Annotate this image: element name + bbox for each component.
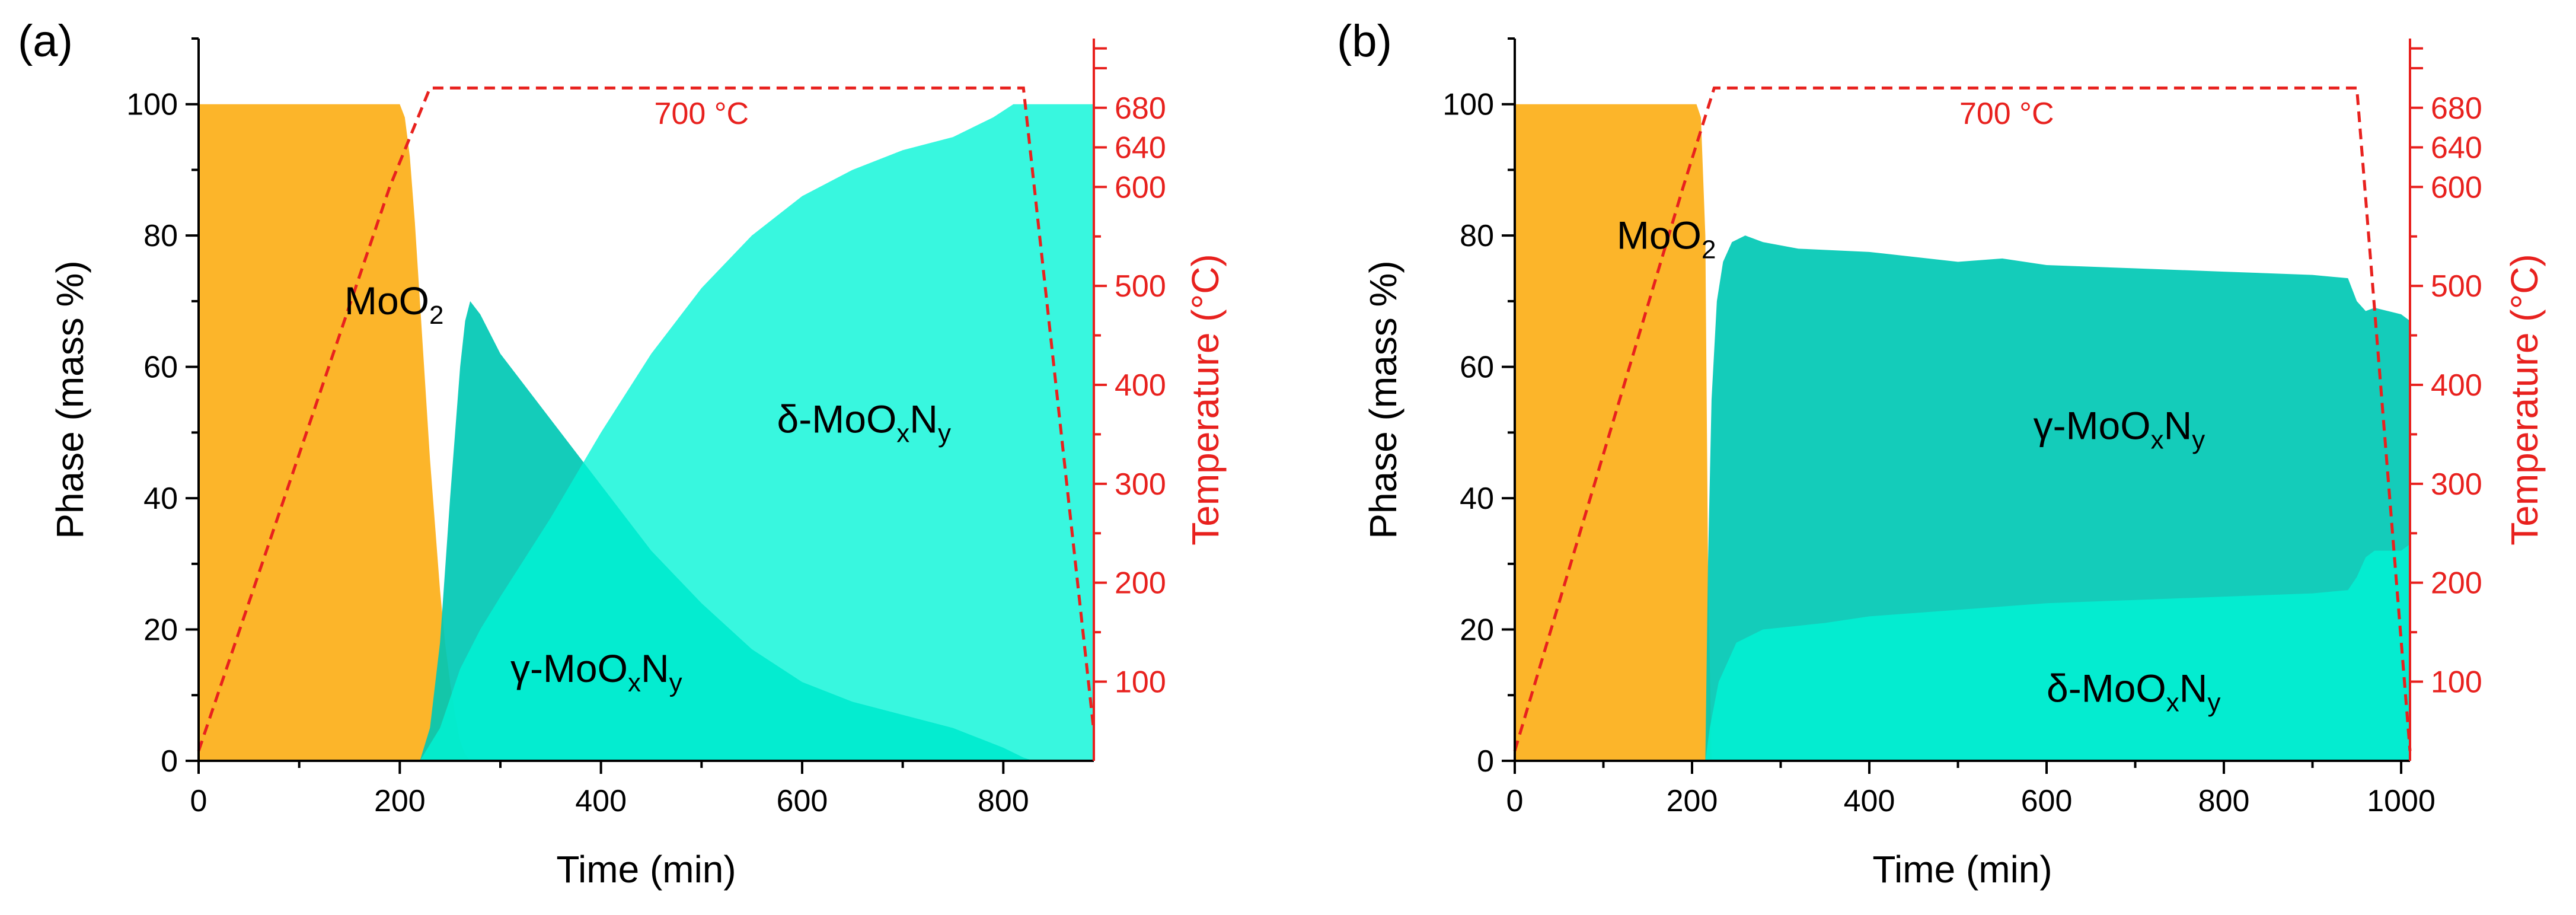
- x-tick-label: 800: [2198, 784, 2250, 818]
- x-axis-title: Time (min): [1872, 848, 2052, 891]
- y2-tick-label: 400: [2431, 368, 2482, 403]
- y2-tick-label: 500: [2431, 269, 2482, 304]
- x-tick-label: 0: [1506, 784, 1524, 818]
- y-tick-label: 80: [143, 219, 178, 253]
- y2-axis-title: Temperature (°C): [1184, 254, 1227, 546]
- temperature-line: [1513, 86, 2412, 752]
- x-tick-label: 400: [575, 784, 627, 818]
- series-label-0: MoO2: [1617, 213, 1716, 264]
- series-label-2: δ-MoOxNy: [2047, 666, 2220, 717]
- chart-panel-b: 0 200 400 600 800 1000 0 20 40 60 80 100 100 200 300 40…: [1337, 16, 2546, 891]
- y2-tick-label: 640: [2431, 131, 2482, 165]
- y-tick-label: 40: [1460, 482, 1494, 516]
- series-label-tail: N: [641, 646, 669, 690]
- series-label-tail: N: [2179, 666, 2208, 710]
- temperature-hold-label: 700 °C: [655, 97, 749, 131]
- y2-tick-label: 640: [1115, 131, 1166, 165]
- y2-tick-label: 400: [1115, 368, 1166, 403]
- x-tick-label: 200: [1667, 784, 1718, 818]
- series-label-1: γ-MoOxNy: [510, 646, 682, 697]
- series-label-tail: N: [2164, 403, 2192, 447]
- y-tick-label: 20: [143, 613, 178, 648]
- y2-tick-label: 200: [2431, 566, 2482, 601]
- series-label-subscript: y: [2207, 688, 2220, 717]
- x-tick-label: 200: [374, 784, 426, 818]
- series-label-tail: N: [909, 397, 938, 441]
- x-tick-label: 600: [2021, 784, 2073, 818]
- series-label-subscript: x: [2151, 425, 2164, 454]
- series-label-subscript: 2: [1702, 235, 1716, 264]
- y2-tick-label: 600: [1115, 170, 1166, 205]
- series-label-subscript: x: [628, 668, 641, 697]
- y2-tick-label: 300: [1115, 467, 1166, 502]
- temperature-line: [197, 86, 1096, 752]
- x-tick-label: 0: [190, 784, 208, 818]
- series-label-main: γ-MoO: [510, 646, 628, 690]
- series-label-main: MoO: [1617, 213, 1702, 257]
- y-axis-title: Phase (mass %): [49, 260, 91, 538]
- series-label-subscript: 2: [429, 301, 443, 330]
- y2-tick-label: 300: [2431, 467, 2482, 502]
- series-label-main: γ-MoO: [2034, 403, 2151, 447]
- y2-axis-title: Temperature (°C): [2503, 254, 2546, 546]
- y-tick-label: 60: [143, 350, 178, 385]
- series-label-subscript: y: [938, 419, 951, 448]
- y2-tick-label: 500: [1115, 269, 1166, 304]
- y2-tick-label: 680: [2431, 91, 2482, 126]
- area-series-0: [199, 104, 471, 761]
- y-tick-label: 80: [1460, 219, 1494, 253]
- series-label-main: δ-MoO: [777, 397, 897, 441]
- series-label-main: MoO: [344, 279, 429, 323]
- series-label-0: MoO2: [344, 279, 444, 330]
- y2-tick-label: 100: [2431, 665, 2482, 700]
- x-tick-label: 600: [777, 784, 828, 818]
- y2-tick-label: 100: [1115, 665, 1166, 700]
- x-tick-label: 1000: [2367, 784, 2435, 818]
- series-label-subscript: x: [2166, 688, 2179, 717]
- panel-label: (a): [18, 16, 73, 66]
- series-label-2: δ-MoOxNy: [777, 397, 951, 448]
- series-label-main: δ-MoO: [2047, 666, 2166, 710]
- y2-tick-label: 680: [1115, 91, 1166, 126]
- y-tick-label: 0: [1477, 744, 1494, 779]
- area-series-0: [1515, 104, 1712, 761]
- temperature-hold-label: 700 °C: [1959, 97, 2054, 131]
- area-series-2: [420, 104, 1094, 761]
- series-label-subscript: y: [2192, 425, 2205, 454]
- x-tick-label: 400: [1844, 784, 1895, 818]
- panel-label: (b): [1337, 16, 1392, 66]
- x-tick-label: 800: [978, 784, 1029, 818]
- series-label-subscript: y: [669, 668, 682, 697]
- y-tick-label: 100: [1442, 88, 1494, 122]
- y2-tick-label: 600: [2431, 170, 2482, 205]
- chart-panel-a: 0 200 400 600 800 0 20 40 60 80 100 100 200 300 400 500…: [18, 16, 1227, 891]
- y-tick-label: 40: [143, 482, 178, 516]
- y-tick-label: 0: [161, 744, 178, 779]
- y-axis-title: Phase (mass %): [1362, 260, 1404, 538]
- y-tick-label: 100: [126, 88, 178, 122]
- y2-tick-label: 200: [1115, 566, 1166, 601]
- x-axis-title: Time (min): [556, 848, 736, 891]
- y-tick-label: 60: [1460, 350, 1494, 385]
- series-label-1: γ-MoOxNy: [2034, 403, 2205, 454]
- series-label-subscript: x: [896, 419, 909, 448]
- y-tick-label: 20: [1460, 613, 1494, 648]
- area-series-2: [1705, 544, 2410, 761]
